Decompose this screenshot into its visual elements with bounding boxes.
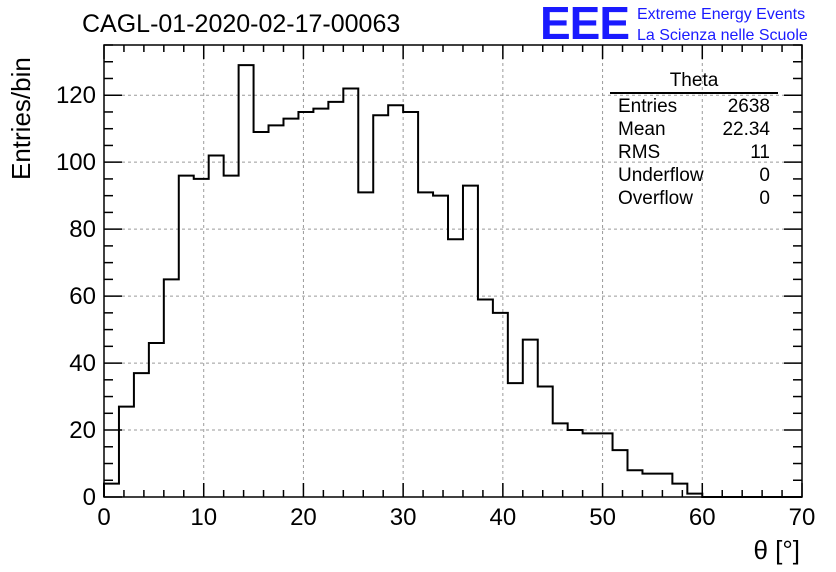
stats-box: Theta Entries 2638 Mean 22.34 RMS 11 Und… — [610, 70, 778, 210]
x-tick-label: 40 — [490, 504, 517, 531]
stats-row-mean: Mean 22.34 — [610, 118, 778, 141]
y-tick-label: 100 — [56, 149, 96, 176]
x-axis-label: θ [°] — [753, 535, 800, 565]
y-tick-label: 120 — [56, 82, 96, 109]
x-tick-label: 0 — [97, 504, 110, 531]
stats-label: Entries — [618, 96, 678, 117]
stats-label: Mean — [618, 119, 666, 140]
logo-caption-line2: La Scienza nelle Scuole — [637, 27, 808, 44]
y-tick-label: 20 — [69, 417, 96, 444]
y-tick-label: 0 — [83, 484, 96, 511]
stats-value: 0 — [759, 165, 770, 186]
stats-row-underflow: Underflow 0 — [610, 164, 778, 187]
stats-label: RMS — [618, 142, 661, 163]
stats-row-overflow: Overflow 0 — [610, 187, 778, 210]
stats-value: 11 — [750, 142, 770, 163]
histogram-line — [103, 64, 802, 498]
chart-title: CAGL-01-2020-02-17-00063 — [82, 10, 401, 38]
axis-tick-labels: 0 10 20 30 40 50 60 70 0 20 40 60 80 100 120 — [56, 82, 815, 531]
x-tick-label: 10 — [190, 504, 217, 531]
eee-logo: EEE — [540, 0, 630, 49]
x-tick-label: 20 — [290, 504, 317, 531]
stats-label: Underflow — [618, 165, 704, 186]
plot-frame — [103, 44, 803, 498]
axis-ticks — [103, 44, 803, 498]
stats-value: 0 — [759, 188, 770, 209]
x-tick-label: 60 — [689, 504, 716, 531]
x-tick-label: 50 — [589, 504, 616, 531]
stats-row-entries: Entries 2638 — [610, 95, 778, 118]
stats-row-rms: RMS 11 — [610, 141, 778, 164]
y-tick-label: 40 — [69, 350, 96, 377]
grid-lines — [104, 45, 802, 497]
stats-value: 22.34 — [722, 119, 770, 140]
stats-value: 2638 — [727, 96, 770, 117]
y-tick-label: 60 — [69, 283, 96, 310]
x-tick-label: 30 — [390, 504, 417, 531]
y-axis-label: Entries/bin — [6, 57, 36, 180]
y-tick-label: 80 — [69, 216, 96, 243]
stats-title: Theta — [610, 70, 778, 94]
stats-label: Overflow — [618, 188, 693, 209]
x-tick-label: 70 — [789, 504, 816, 531]
logo-caption: Extreme Energy Events La Scienza nelle S… — [637, 4, 808, 46]
logo-caption-line1: Extreme Energy Events — [637, 6, 806, 23]
